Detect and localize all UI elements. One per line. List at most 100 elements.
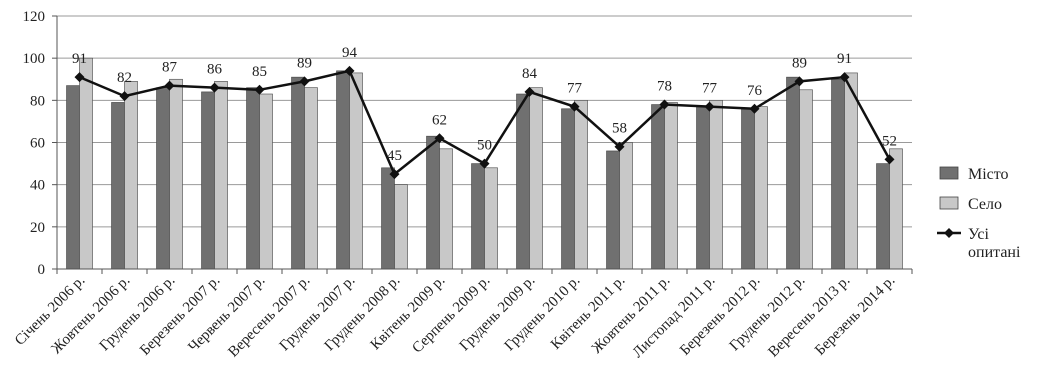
y-tick-label: 40 bbox=[30, 178, 45, 194]
line-point-marker bbox=[479, 158, 490, 169]
bar-misto bbox=[66, 85, 80, 270]
line-point-marker bbox=[434, 133, 445, 144]
data-label: 77 bbox=[702, 81, 718, 97]
bar-selo bbox=[259, 93, 273, 270]
data-label: 87 bbox=[162, 60, 178, 76]
y-tick-label: 120 bbox=[23, 9, 46, 25]
x-tick-label: Вересень 2013 р. bbox=[765, 273, 853, 361]
bar-misto bbox=[696, 106, 710, 270]
bar-selo bbox=[754, 106, 768, 270]
data-label: 52 bbox=[882, 133, 897, 149]
legend-label: опитані bbox=[968, 244, 1021, 261]
bar-selo bbox=[889, 148, 903, 270]
data-label: 94 bbox=[342, 45, 358, 61]
line-point-marker bbox=[119, 91, 130, 102]
bar-selo bbox=[799, 89, 813, 270]
line-point-marker bbox=[794, 76, 805, 87]
data-label: 85 bbox=[252, 64, 267, 80]
bar-misto bbox=[876, 163, 890, 270]
bar-selo bbox=[664, 102, 678, 270]
bar-misto bbox=[651, 104, 665, 270]
bar-selo bbox=[304, 87, 318, 270]
data-label: 78 bbox=[657, 79, 672, 95]
line-point-marker bbox=[344, 65, 355, 76]
x-tick-label: Жовтень 2006 р. bbox=[49, 273, 134, 358]
line-point-marker bbox=[884, 154, 895, 165]
y-tick-label: 0 bbox=[38, 262, 46, 278]
bar-misto bbox=[291, 76, 305, 270]
line-point-marker bbox=[164, 80, 175, 91]
bar-misto bbox=[786, 76, 800, 270]
bars bbox=[66, 57, 903, 270]
data-label: 89 bbox=[297, 55, 312, 71]
x-tick-label: Листопад 2011 р. bbox=[630, 273, 719, 362]
y-tick-label: 80 bbox=[30, 93, 45, 109]
bar-selo bbox=[394, 184, 408, 270]
line-point-marker bbox=[839, 72, 850, 83]
data-label: 62 bbox=[432, 112, 447, 128]
bar-misto bbox=[111, 102, 125, 270]
bar-selo bbox=[349, 72, 363, 270]
bar-misto bbox=[201, 91, 215, 270]
bar-misto bbox=[336, 70, 350, 270]
data-labels: 91 82 87 86 85 89 94 45 62 50 84 77 58 78 77 76 89 91 52 bbox=[72, 45, 897, 164]
bar-misto bbox=[516, 93, 530, 270]
x-tick-label: Серпень 2009 р. bbox=[409, 273, 493, 357]
bar-misto bbox=[831, 78, 845, 270]
x-tick-label: Березень 2012 р. bbox=[677, 273, 763, 359]
bar-selo bbox=[214, 81, 228, 270]
bar-misto bbox=[156, 87, 170, 270]
legend-swatch-selo bbox=[939, 196, 959, 210]
bar-misto bbox=[426, 135, 440, 270]
x-tick-label: Вересень 2007 р. bbox=[225, 273, 313, 361]
line-point-marker bbox=[569, 101, 580, 112]
bar-selo bbox=[79, 57, 93, 270]
data-label: 86 bbox=[207, 62, 223, 78]
bar-misto bbox=[246, 87, 260, 270]
data-label: 45 bbox=[387, 148, 402, 164]
bar-selo bbox=[169, 78, 183, 270]
gridlines bbox=[57, 15, 912, 228]
data-label: 84 bbox=[522, 66, 538, 82]
bar-selo bbox=[124, 81, 138, 270]
bar-selo bbox=[439, 148, 453, 270]
legend-swatch-misto bbox=[939, 166, 959, 180]
x-tick-label: Березень 2007 р. bbox=[137, 273, 223, 359]
bar-misto bbox=[561, 108, 575, 270]
line-point-marker bbox=[524, 86, 535, 97]
y-tick-label: 20 bbox=[30, 220, 45, 236]
legend-line-marker bbox=[944, 228, 954, 238]
line-point-marker bbox=[209, 82, 220, 93]
legend-label: Село bbox=[968, 196, 1002, 213]
bar-misto bbox=[471, 163, 485, 270]
data-label: 76 bbox=[747, 83, 763, 99]
bar-selo bbox=[709, 100, 723, 270]
bar-misto bbox=[741, 108, 755, 270]
line-point-marker bbox=[389, 169, 400, 180]
line-point-marker bbox=[299, 76, 310, 87]
y-tick-label: 100 bbox=[23, 51, 46, 67]
bar-selo bbox=[844, 72, 858, 270]
line-point-marker bbox=[704, 101, 715, 112]
x-tick-label: Червень 2007 р. bbox=[185, 273, 268, 356]
line-point-marker bbox=[74, 72, 85, 83]
line-point-marker bbox=[614, 141, 625, 152]
bar-selo bbox=[484, 167, 498, 270]
line-point-marker bbox=[659, 99, 670, 110]
line-point-marker bbox=[749, 103, 760, 114]
y-tick-label: 60 bbox=[30, 136, 45, 152]
data-label: 58 bbox=[612, 121, 627, 137]
bar-selo bbox=[619, 142, 633, 270]
data-label: 82 bbox=[117, 70, 132, 86]
legend-label: Місто bbox=[968, 166, 1009, 183]
data-label: 91 bbox=[72, 51, 87, 67]
x-tick-label: Березень 2014 р. bbox=[812, 273, 898, 359]
bar-selo bbox=[529, 87, 543, 270]
bar-misto bbox=[606, 150, 620, 270]
legend-label: Усі bbox=[968, 226, 990, 243]
data-label: 91 bbox=[837, 51, 852, 67]
data-label: 77 bbox=[567, 81, 583, 97]
data-label: 50 bbox=[477, 138, 492, 154]
